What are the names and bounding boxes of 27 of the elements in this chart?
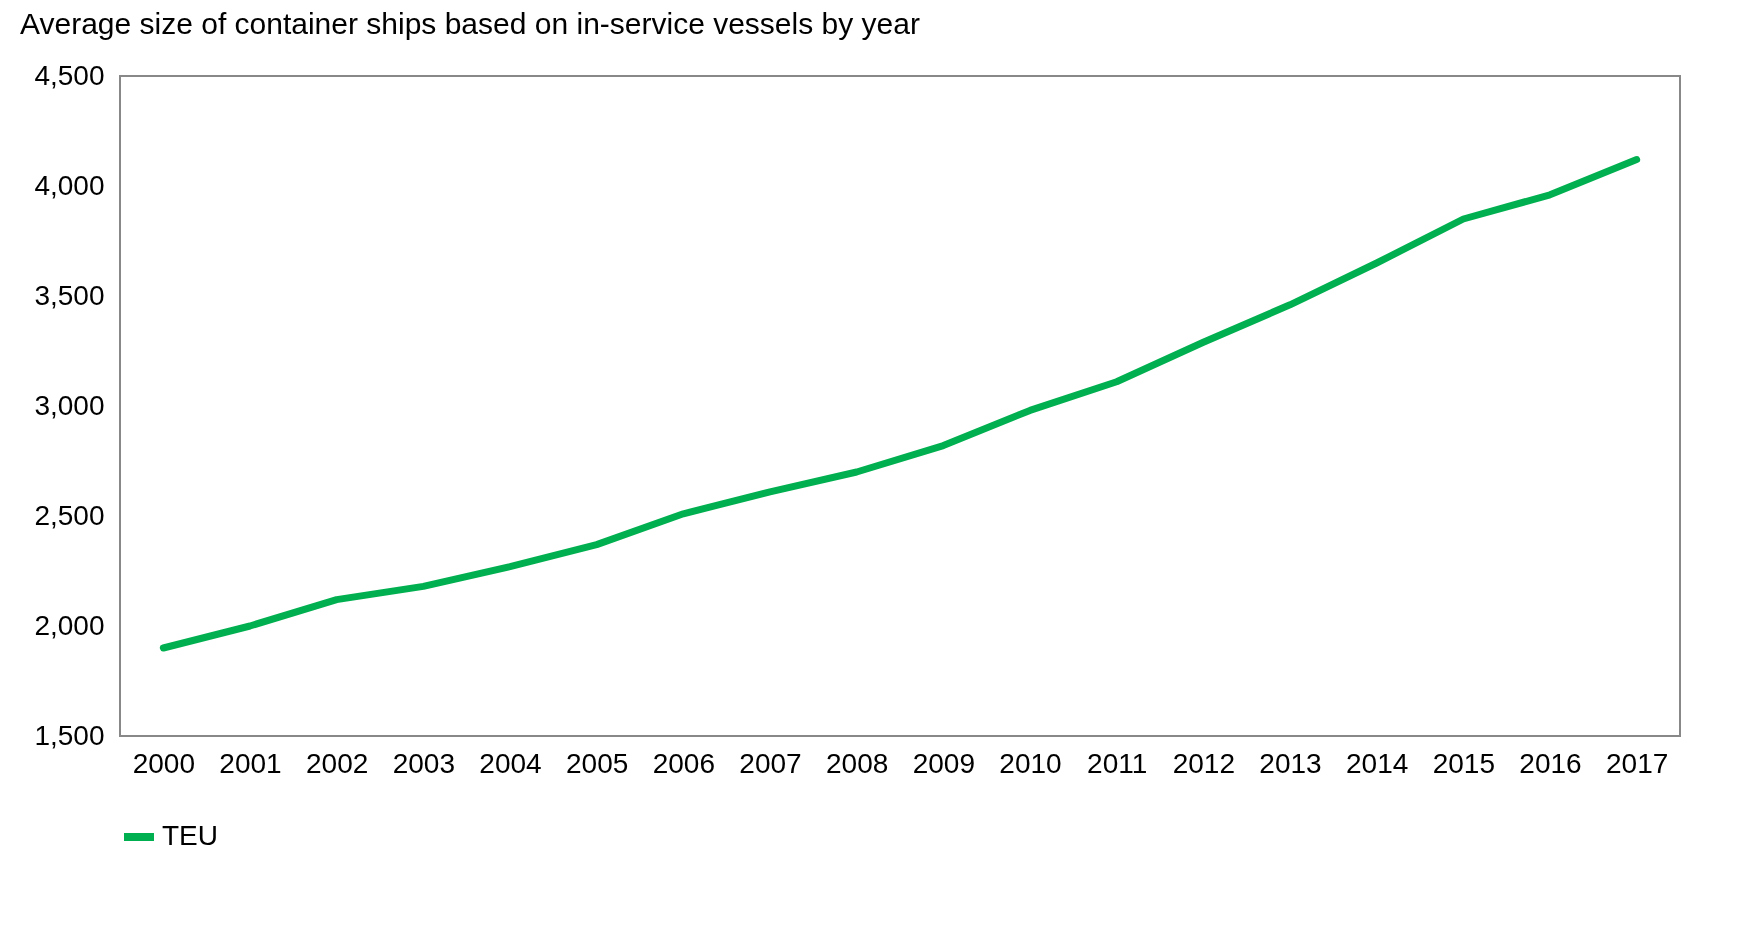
y-tick-label: 1,500 [34,719,105,751]
x-tick-label: 2011 [1087,747,1148,779]
x-tick-label: 2009 [912,747,975,779]
x-tick-label: 2007 [739,747,802,779]
x-tick-label: 2006 [652,747,715,779]
y-tick-label: 2,000 [34,609,105,641]
x-tick-label: 2015 [1432,747,1495,779]
x-tick-label: 2012 [1172,747,1235,779]
x-tick-label: 2010 [999,747,1062,779]
y-tick-label: 4,500 [34,59,105,91]
x-tick-label: 2016 [1519,747,1582,779]
y-tick-label: 2,500 [34,499,105,531]
x-tick-label: 2002 [306,747,369,779]
chart-title: Average size of container ships based on in-service vessels by year [20,7,920,40]
x-tick-label: 2005 [566,747,629,779]
x-tick-label: 2014 [1346,747,1409,779]
y-tick-label: 3,500 [34,279,105,311]
y-tick-label: 3,000 [34,389,105,421]
legend-label: TEU [162,820,218,851]
x-tick-label: 2001 [219,747,282,779]
y-tick-label: 4,000 [34,169,105,201]
x-tick-label: 2008 [826,747,889,779]
x-tick-label: 2017 [1606,747,1669,779]
x-tick-label: 2000 [132,747,195,779]
x-tick-label: 2004 [479,747,542,779]
x-tick-label: 2013 [1259,747,1322,779]
x-tick-label: 2003 [392,747,455,779]
